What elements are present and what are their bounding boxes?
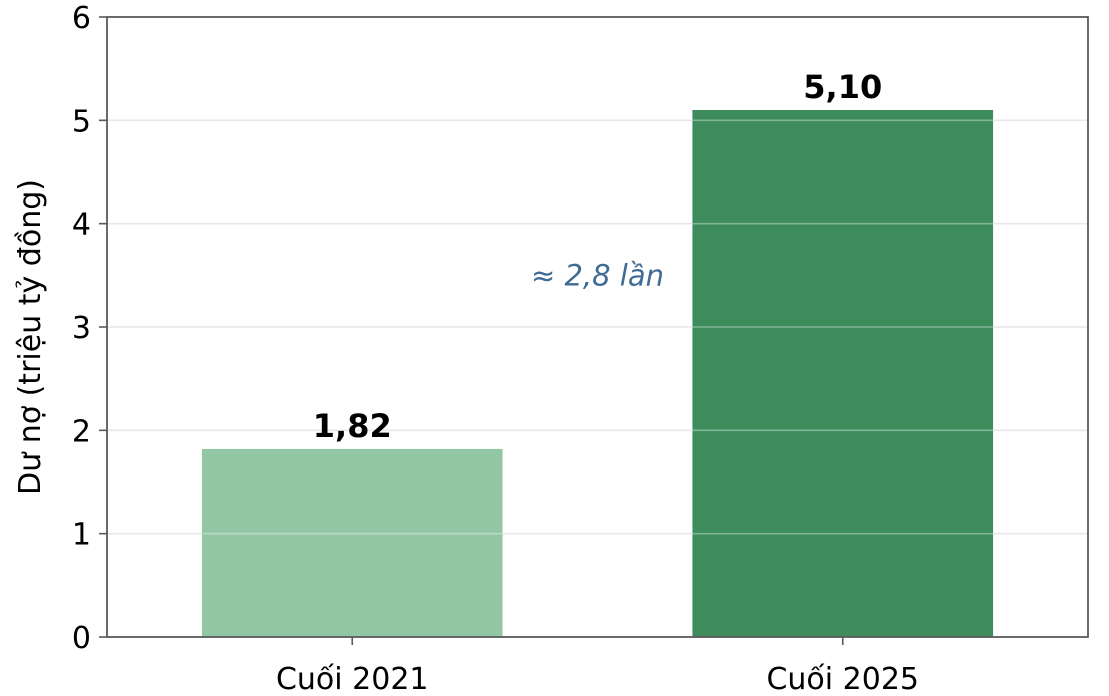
y-tick-label-4: 4	[72, 208, 91, 243]
overlay-gridlines	[107, 119, 1088, 535]
y-tick-label-3: 3	[72, 311, 91, 346]
ratio-annotation: ≈ 2,8 lần	[531, 258, 664, 292]
y-axis-title: Dư nợ (triệu tỷ đồng)	[13, 179, 48, 495]
y-tick-label-1: 1	[72, 518, 91, 553]
x-tick-label-2: Cuối 2025	[766, 662, 919, 696]
y-tick-label-5: 5	[72, 104, 91, 139]
y-tick-label-0: 0	[72, 621, 91, 656]
y-tick-label-6: 6	[72, 1, 91, 36]
y-tick-label-2: 2	[72, 414, 91, 449]
value-label-1: 1,82	[313, 407, 392, 445]
bar-2	[692, 110, 994, 637]
value-label-2: 5,10	[803, 68, 882, 106]
labels: Dư nợ (triệu tỷ đồng) ≈ 2,8 lần 1,82 Cuối…	[13, 1, 919, 696]
x-tick-label-1: Cuối 2021	[276, 662, 429, 696]
bars	[201, 110, 994, 637]
axes	[99, 16, 1089, 645]
bar-1	[201, 448, 503, 637]
